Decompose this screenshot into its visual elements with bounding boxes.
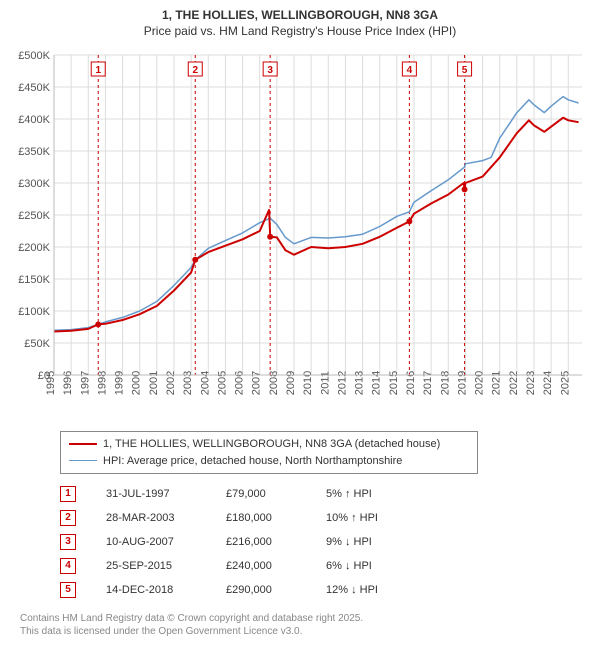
svg-text:2015: 2015 [388, 371, 400, 395]
svg-text:2004: 2004 [199, 371, 211, 395]
price-chart: £0£50K£100K£150K£200K£250K£300K£350K£400… [10, 45, 590, 425]
svg-text:5: 5 [462, 65, 468, 76]
svg-text:1997: 1997 [79, 371, 91, 395]
svg-text:2023: 2023 [525, 371, 537, 395]
sale-marker-icon: 5 [60, 582, 76, 598]
svg-text:2016: 2016 [405, 371, 417, 395]
svg-text:2020: 2020 [474, 371, 486, 395]
svg-text:4: 4 [407, 65, 413, 76]
svg-text:2025: 2025 [559, 371, 571, 395]
sale-price: £240,000 [226, 560, 326, 572]
svg-text:£300K: £300K [18, 178, 50, 190]
svg-text:2008: 2008 [268, 371, 280, 395]
svg-text:2005: 2005 [216, 371, 228, 395]
sale-diff: 10% ↑ HPI [326, 512, 446, 524]
footer-attribution: Contains HM Land Registry data © Crown c… [20, 612, 590, 638]
svg-text:1995: 1995 [45, 371, 57, 395]
legend-swatch [69, 443, 97, 445]
sale-date: 10-AUG-2007 [106, 536, 226, 548]
svg-text:2006: 2006 [234, 371, 246, 395]
svg-text:2019: 2019 [456, 371, 468, 395]
sale-date: 14-DEC-2018 [106, 584, 226, 596]
sale-date: 28-MAR-2003 [106, 512, 226, 524]
sale-price: £216,000 [226, 536, 326, 548]
table-row: 4 25-SEP-2015£240,0006% ↓ HPI [60, 554, 590, 578]
svg-text:£450K: £450K [18, 82, 50, 94]
svg-text:2024: 2024 [542, 371, 554, 395]
sale-diff: 12% ↓ HPI [326, 584, 446, 596]
svg-text:3: 3 [267, 65, 273, 76]
chart-title: 1, THE HOLLIES, WELLINGBOROUGH, NN8 3GA [10, 8, 590, 24]
svg-text:£150K: £150K [18, 274, 50, 286]
svg-text:£100K: £100K [18, 306, 50, 318]
svg-text:£200K: £200K [18, 242, 50, 254]
svg-text:2009: 2009 [285, 371, 297, 395]
footer-line: This data is licensed under the Open Gov… [20, 625, 590, 638]
svg-text:£50K: £50K [24, 338, 50, 350]
sale-diff: 9% ↓ HPI [326, 536, 446, 548]
svg-text:2003: 2003 [182, 371, 194, 395]
svg-text:2017: 2017 [422, 371, 434, 395]
svg-text:1999: 1999 [114, 371, 126, 395]
svg-text:2021: 2021 [491, 371, 503, 395]
sale-marker-icon: 1 [60, 486, 76, 502]
svg-text:£350K: £350K [18, 146, 50, 158]
sale-price: £180,000 [226, 512, 326, 524]
svg-text:2000: 2000 [131, 371, 143, 395]
sale-price: £79,000 [226, 488, 326, 500]
svg-text:2001: 2001 [148, 371, 160, 395]
svg-text:2013: 2013 [354, 371, 366, 395]
table-row: 2 28-MAR-2003£180,00010% ↑ HPI [60, 506, 590, 530]
legend-label: 1, THE HOLLIES, WELLINGBOROUGH, NN8 3GA … [103, 436, 440, 453]
sale-price: £290,000 [226, 584, 326, 596]
legend-swatch [69, 460, 97, 461]
sale-date: 25-SEP-2015 [106, 560, 226, 572]
sale-diff: 6% ↓ HPI [326, 560, 446, 572]
svg-text:2022: 2022 [508, 371, 520, 395]
svg-text:2002: 2002 [165, 371, 177, 395]
svg-text:2007: 2007 [251, 371, 263, 395]
sale-marker-icon: 2 [60, 510, 76, 526]
svg-text:2014: 2014 [371, 371, 383, 395]
svg-text:2018: 2018 [439, 371, 451, 395]
svg-text:1996: 1996 [62, 371, 74, 395]
table-row: 3 10-AUG-2007£216,0009% ↓ HPI [60, 530, 590, 554]
sales-table: 131-JUL-1997£79,0005% ↑ HPI228-MAR-2003£… [60, 482, 590, 602]
svg-text:1: 1 [95, 65, 101, 76]
legend-label: HPI: Average price, detached house, Nort… [103, 453, 402, 470]
svg-text:£250K: £250K [18, 210, 50, 222]
svg-text:£500K: £500K [18, 50, 50, 62]
footer-line: Contains HM Land Registry data © Crown c… [20, 612, 590, 625]
chart-subtitle: Price paid vs. HM Land Registry's House … [10, 24, 590, 40]
svg-text:2: 2 [192, 65, 198, 76]
svg-text:2010: 2010 [302, 371, 314, 395]
svg-text:2012: 2012 [336, 371, 348, 395]
table-row: 5 14-DEC-2018£290,00012% ↓ HPI [60, 578, 590, 602]
legend-item: HPI: Average price, detached house, Nort… [69, 453, 469, 470]
sale-diff: 5% ↑ HPI [326, 488, 446, 500]
sale-marker-icon: 4 [60, 558, 76, 574]
sale-marker-icon: 3 [60, 534, 76, 550]
svg-text:£400K: £400K [18, 114, 50, 126]
sale-date: 31-JUL-1997 [106, 488, 226, 500]
table-row: 1 31-JUL-1997£79,0005% ↑ HPI [60, 482, 590, 506]
chart-legend: 1, THE HOLLIES, WELLINGBOROUGH, NN8 3GA … [60, 431, 478, 474]
legend-item: 1, THE HOLLIES, WELLINGBOROUGH, NN8 3GA … [69, 436, 469, 453]
